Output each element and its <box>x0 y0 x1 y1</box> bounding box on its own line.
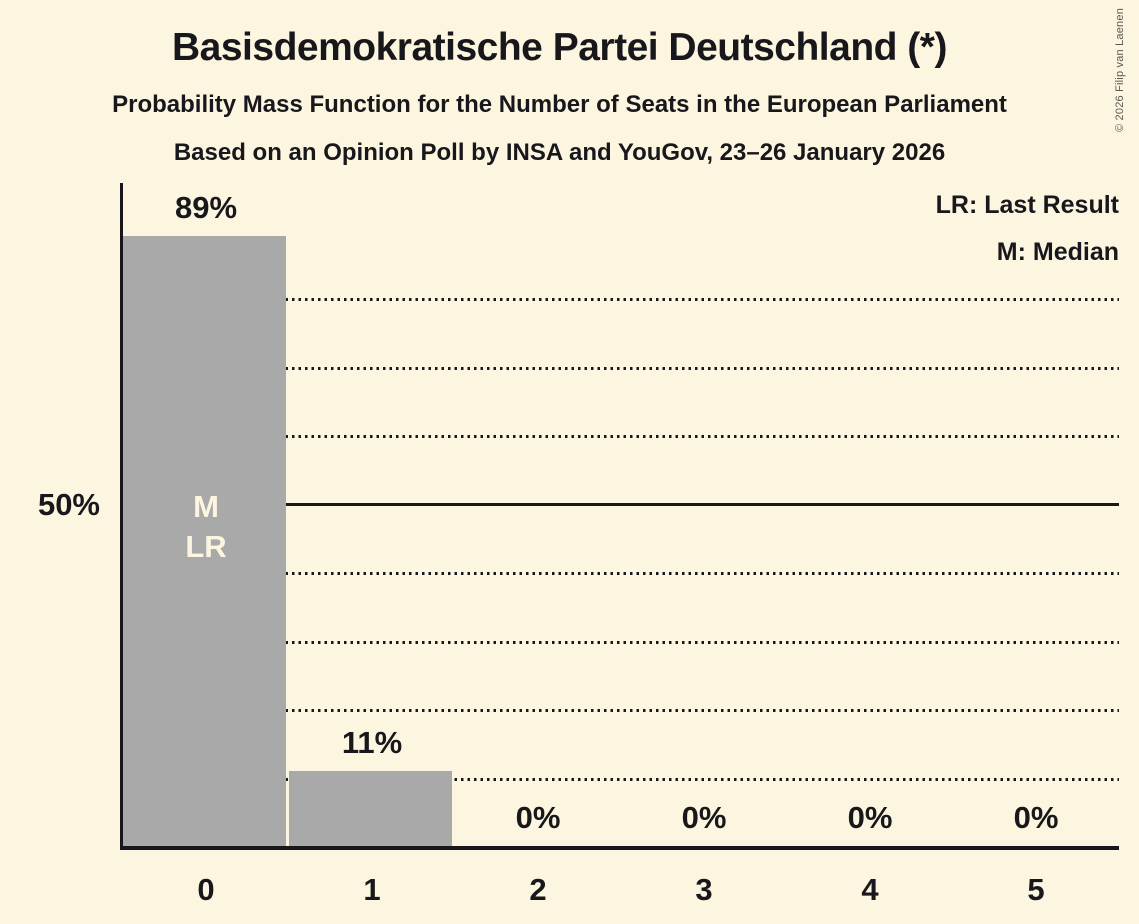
annotation-line-m: M <box>193 489 219 524</box>
bar-value-label-3: 0% <box>681 800 727 835</box>
gridline-70pct <box>123 366 1119 370</box>
x-tick-label-3: 3 <box>695 872 713 907</box>
bar-value-label-5: 0% <box>1013 800 1059 835</box>
bar-seats-1 <box>289 771 452 846</box>
x-tick-label-2: 2 <box>529 872 547 907</box>
gridline-30pct <box>123 640 1119 644</box>
gridline-50pct-solid <box>123 502 1119 506</box>
gridline-60pct <box>123 435 1119 438</box>
legend-last-result: LR: Last Result <box>935 191 1119 219</box>
gridline-20pct <box>123 709 1119 712</box>
bar-value-label-2: 0% <box>515 800 561 835</box>
bar-value-label-4: 0% <box>847 800 893 835</box>
x-tick-label-4: 4 <box>861 872 879 907</box>
bar-value-label-0: 89% <box>174 190 238 225</box>
chart-poll-source: Based on an Opinion Poll by INSA and You… <box>173 139 946 166</box>
legend: LR: Last Result M: Median <box>936 182 1119 276</box>
y-axis-line <box>120 183 123 846</box>
gridline-40pct <box>123 572 1119 575</box>
y-axis-50-label: 50% <box>37 487 100 522</box>
x-tick-label-1: 1 <box>363 872 381 907</box>
copyright-notice: © 2026 Filip van Laenen <box>1114 7 1126 132</box>
x-tick-label-5: 5 <box>1027 872 1045 907</box>
annotation-line-lr: LR <box>185 529 227 564</box>
bar-value-label-1: 11% <box>341 725 403 760</box>
gridline-10pct <box>123 777 1119 781</box>
plot-area: 89% 0 11% 1 0% 2 0% 3 0% 4 0% 5 M LR <box>120 183 1119 924</box>
x-tick-label-0: 0 <box>197 872 215 907</box>
x-axis-line <box>120 846 1119 850</box>
bar-seats-0 <box>123 236 286 846</box>
legend-median: M: Median <box>996 238 1119 266</box>
gridline-80pct <box>123 298 1119 301</box>
chart-subtitle: Probability Mass Function for the Number… <box>112 91 1007 118</box>
bar-annotation-0: M LR <box>123 487 289 567</box>
page-title: Basisdemokratische Partei Deutschland (*… <box>172 26 947 69</box>
